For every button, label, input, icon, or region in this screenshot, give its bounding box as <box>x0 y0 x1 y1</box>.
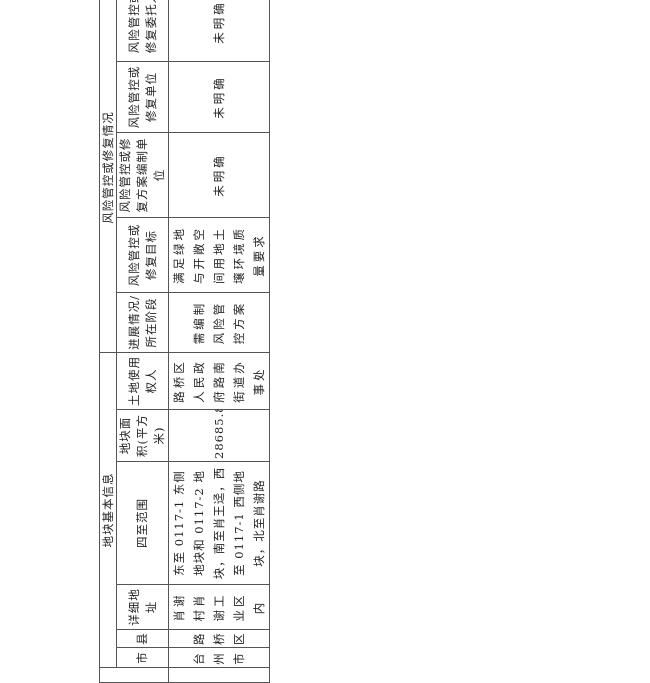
header-goal: 风险管控或修复目标 <box>116 217 169 293</box>
site-info-table: 地块基本信息 风险管控或修复情况 市 县 详细地址 四至范围 地块面积(平方米)… <box>99 0 270 683</box>
header-plan-unit: 风险管控或修复方案编制单位 <box>116 132 169 218</box>
cell-user: 路桥区人民政府路南街道办事处 <box>168 352 270 410</box>
header-area: 地块面积(平方米) <box>116 409 169 462</box>
rotated-table-container: 地块基本信息 风险管控或修复情况 市 县 详细地址 四至范围 地块面积(平方米)… <box>99 0 270 683</box>
header-user: 土地使用权人 <box>116 352 169 410</box>
cell-progress: 需编制风险管控方案 <box>168 292 270 353</box>
group-header-risk: 风险管控或修复情况 <box>99 0 117 353</box>
cell-client: 未明确 <box>168 0 270 62</box>
cell-repair-unit: 未明确 <box>168 61 270 133</box>
cell-city: 台州市 <box>168 647 270 668</box>
header-county: 县 <box>116 629 169 648</box>
header-client: 风险管控或修复委托人 <box>116 0 169 62</box>
header-address: 详细地址 <box>116 584 169 630</box>
header-boundary: 四至范围 <box>116 461 169 585</box>
cell-plan-unit: 未明确 <box>168 132 270 218</box>
header-repair-unit: 风险管控或修复单位 <box>116 61 169 133</box>
cut-cell <box>168 667 270 683</box>
header-city: 市 <box>116 647 169 668</box>
cell-address: 肖谢村肖谢工业区内 <box>168 584 270 630</box>
cell-boundary: 东至 0117-1 东侧地块和 0117-2 地块，南至肖王迳，西至 0117-… <box>168 461 270 585</box>
cut-cell <box>99 667 169 683</box>
cell-goal: 满足绿地与开敞空间用地土壤环境质量要求 <box>168 217 270 293</box>
cell-county: 路桥区 <box>168 629 270 648</box>
table-row: 台州市 路桥区 肖谢村肖谢工业区内 东至 0117-1 东侧地块和 0117-2… <box>168 0 270 683</box>
header-progress: 进展情况/所在阶段 <box>116 292 169 353</box>
cell-area: 28685.89 <box>168 409 270 462</box>
group-header-basic: 地块基本信息 <box>99 352 117 668</box>
